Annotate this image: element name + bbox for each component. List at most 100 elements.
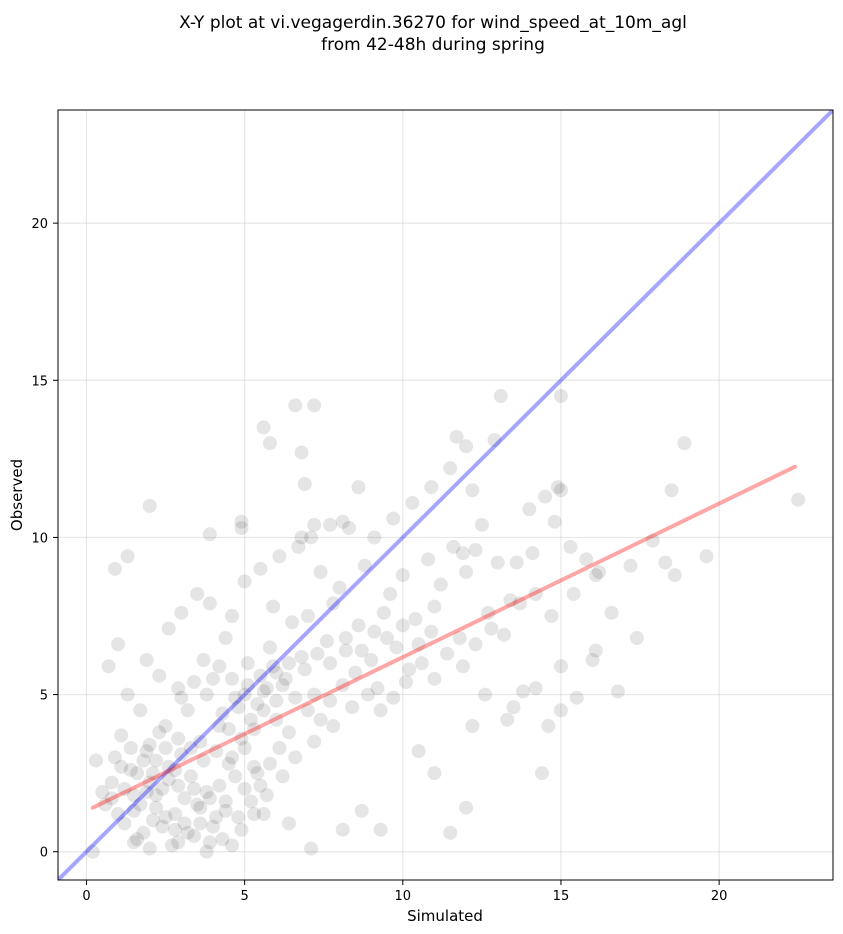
data-point xyxy=(658,555,673,570)
data-point xyxy=(509,555,524,570)
data-point xyxy=(215,832,230,847)
data-point xyxy=(465,719,480,733)
data-point xyxy=(168,807,183,821)
data-point xyxy=(528,681,543,696)
trend-lines xyxy=(58,110,833,880)
data-point xyxy=(164,838,179,853)
data-point xyxy=(791,492,806,507)
data-point xyxy=(326,596,341,611)
chart-title-line2: from 42-48h during spring xyxy=(321,35,545,55)
data-point xyxy=(468,637,483,652)
data-point xyxy=(123,741,138,755)
data-point xyxy=(104,775,119,790)
data-point xyxy=(149,800,164,815)
data-point xyxy=(155,819,170,834)
data-point xyxy=(256,807,271,821)
data-point xyxy=(126,803,141,818)
data-point xyxy=(145,813,160,828)
data-point xyxy=(193,816,208,831)
data-point xyxy=(604,605,619,620)
data-point xyxy=(237,781,252,796)
data-point xyxy=(253,668,268,683)
data-point xyxy=(459,565,474,579)
data-point xyxy=(623,558,638,573)
data-point xyxy=(427,671,442,686)
data-point xyxy=(512,596,527,611)
data-point xyxy=(256,684,271,699)
data-point xyxy=(187,829,202,843)
data-point xyxy=(386,690,401,705)
x-tick-label: 10 xyxy=(395,889,412,904)
data-point xyxy=(104,791,119,806)
data-point xyxy=(174,605,189,620)
data-point xyxy=(177,816,192,831)
data-point xyxy=(474,517,489,532)
data-point xyxy=(161,772,176,787)
data-point xyxy=(528,587,543,601)
data-point xyxy=(180,703,195,718)
data-point xyxy=(275,769,290,784)
data-point xyxy=(221,756,236,771)
data-point xyxy=(294,445,309,460)
data-point xyxy=(379,631,394,645)
data-point xyxy=(120,687,135,702)
chart-title-line1: X-Y plot at vi.vegagerdin.36270 for wind… xyxy=(179,13,687,33)
y-tick-label: 20 xyxy=(31,217,48,232)
data-point xyxy=(288,750,303,765)
data-point xyxy=(490,555,505,570)
data-point xyxy=(240,656,255,671)
data-point xyxy=(288,690,303,705)
data-point xyxy=(247,722,262,737)
data-point xyxy=(237,741,252,755)
data-point xyxy=(351,618,366,633)
data-point xyxy=(262,640,277,655)
data-point xyxy=(190,797,205,812)
data-point xyxy=(259,681,274,696)
data-point xyxy=(269,665,284,680)
data-point xyxy=(145,766,160,781)
data-point xyxy=(281,725,296,740)
data-point xyxy=(569,690,584,705)
data-point xyxy=(294,649,309,664)
data-point xyxy=(465,483,480,498)
data-point xyxy=(202,527,217,542)
data-point xyxy=(142,499,157,513)
data-point xyxy=(111,807,126,821)
data-point xyxy=(250,697,265,711)
data-point xyxy=(149,753,164,768)
data-point xyxy=(304,841,319,856)
data-point xyxy=(168,763,183,777)
data-point xyxy=(247,807,262,821)
data-point xyxy=(149,788,164,803)
data-point xyxy=(550,480,565,495)
data-point xyxy=(218,803,233,818)
data-point xyxy=(126,788,141,803)
data-point xyxy=(243,712,258,727)
data-point xyxy=(281,656,296,671)
data-point xyxy=(126,835,141,850)
data-point xyxy=(136,753,151,768)
data-point xyxy=(152,668,167,683)
data-point xyxy=(256,703,271,718)
data-point xyxy=(275,678,290,693)
data-point xyxy=(130,766,145,781)
data-point xyxy=(139,785,154,799)
data-point xyxy=(107,561,122,576)
data-point xyxy=(158,810,173,825)
data-point xyxy=(196,753,211,768)
data-point xyxy=(161,621,176,636)
data-point xyxy=(224,750,239,765)
data-point xyxy=(645,533,660,548)
y-axis-label: Observed xyxy=(8,459,26,531)
data-point xyxy=(278,671,293,686)
data-point xyxy=(224,838,239,853)
data-point xyxy=(215,706,230,721)
data-point xyxy=(161,759,176,774)
data-point xyxy=(224,671,239,686)
x-tick-label: 5 xyxy=(240,889,248,904)
data-point xyxy=(231,700,246,715)
y-tick-label: 0 xyxy=(40,846,48,861)
data-point xyxy=(174,747,189,762)
data-point xyxy=(421,552,436,567)
